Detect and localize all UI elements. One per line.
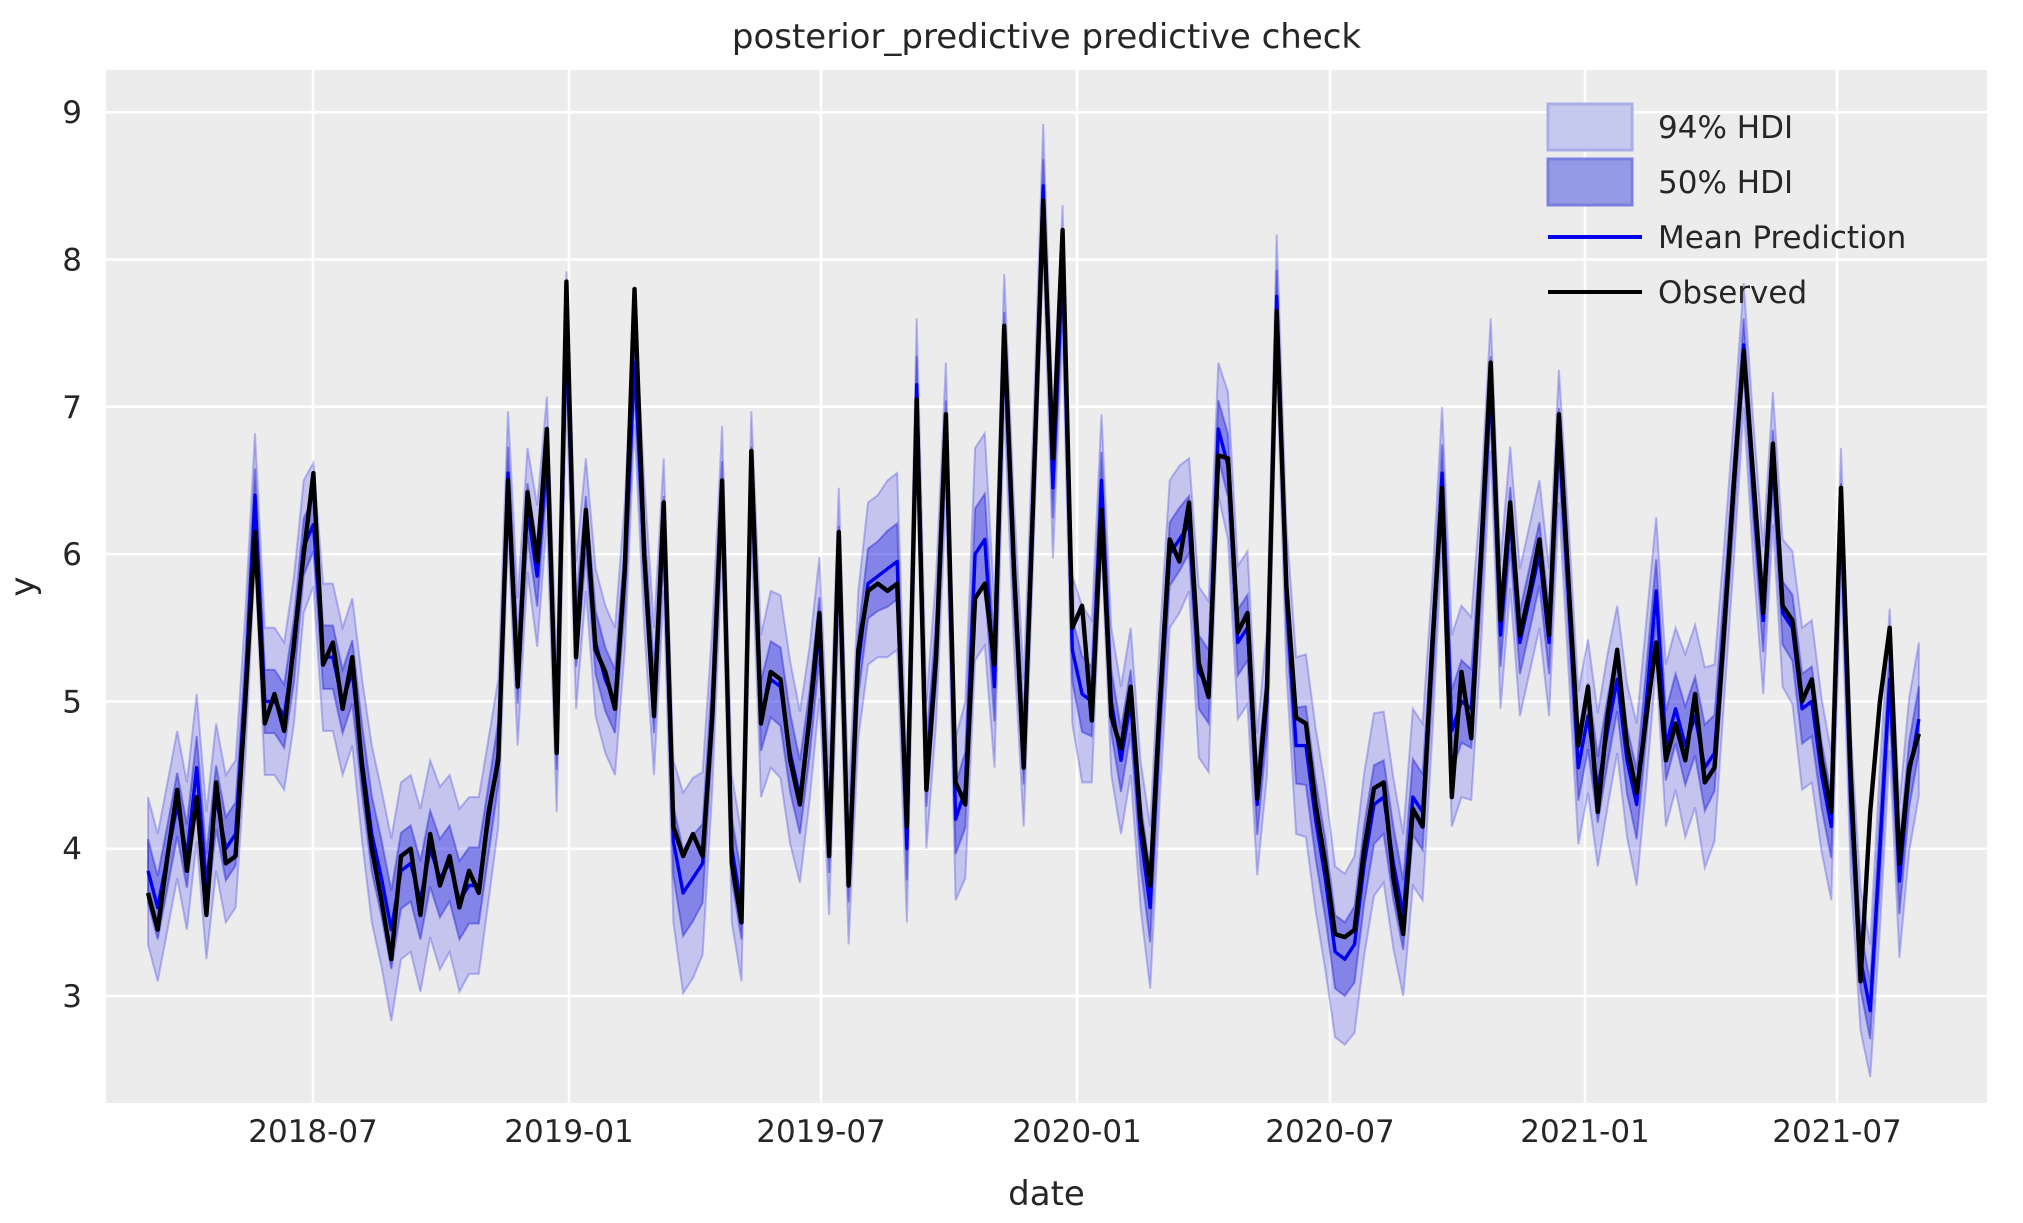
legend-item-observed: Observed: [1548, 275, 1807, 311]
y-tick-label: 9: [62, 95, 82, 131]
chart-title: posterior_predictive predictive check: [732, 17, 1362, 57]
legend-swatch-94-hdi: [1546, 102, 1634, 152]
y-tick-label: 8: [62, 243, 82, 279]
legend-label: 94% HDI: [1658, 110, 1793, 146]
legend-item-94-hdi: 94% HDI: [1546, 102, 1793, 152]
legend-item-50-hdi: 50% HDI: [1546, 157, 1793, 207]
y-tick-label: 4: [62, 832, 82, 868]
x-tick-label: 2020-01: [1012, 1114, 1142, 1150]
legend-swatch-50-hdi: [1546, 157, 1634, 207]
x-tick-label: 2021-07: [1772, 1114, 1902, 1150]
x-tick-label: 2019-01: [504, 1114, 634, 1150]
y-tick-label: 7: [62, 390, 82, 426]
x-tick-label: 2018-07: [248, 1114, 378, 1150]
legend: 94% HDI 50% HDI Mean Prediction Observed: [1546, 102, 1906, 311]
y-tick-label: 6: [62, 537, 82, 573]
x-tick-label: 2020-07: [1265, 1114, 1395, 1150]
observed-line: [145, 198, 1922, 984]
y-tick-label: 3: [62, 979, 82, 1015]
x-axis-label: date: [1008, 1174, 1085, 1214]
legend-label: Observed: [1658, 275, 1807, 311]
legend-item-mean-prediction: Mean Prediction: [1548, 220, 1906, 256]
y-axis-label: y: [3, 576, 43, 596]
x-tick-label: 2021-01: [1520, 1114, 1650, 1150]
y-tick-label: 5: [62, 684, 82, 720]
legend-label: 50% HDI: [1658, 165, 1793, 201]
x-tick-label: 2019-07: [756, 1114, 886, 1150]
legend-label: Mean Prediction: [1658, 220, 1906, 256]
